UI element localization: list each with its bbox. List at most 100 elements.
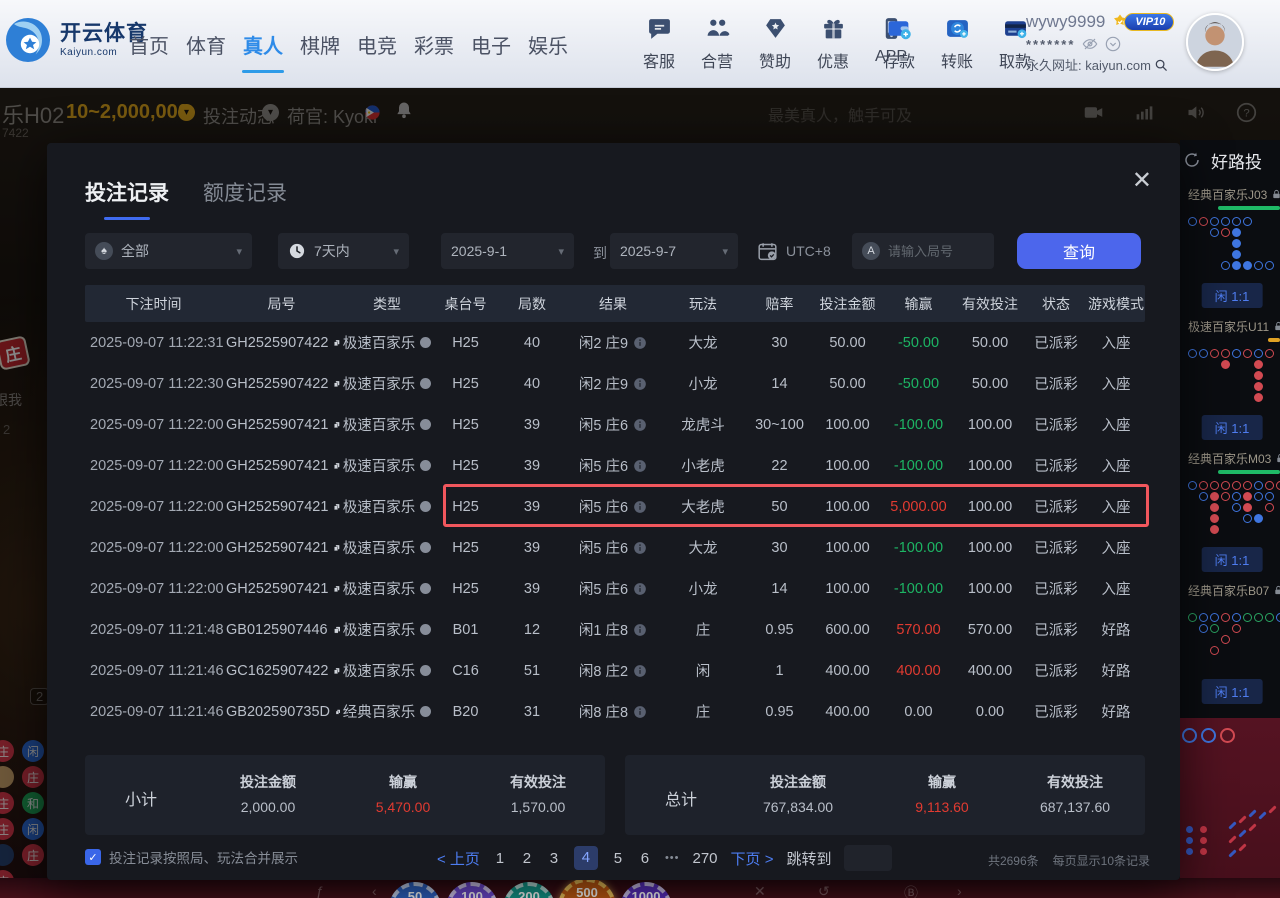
search-icon[interactable] <box>1154 58 1168 72</box>
avatar[interactable] <box>1186 13 1244 71</box>
user-block[interactable]: wywy9999 VIP10 ******* 永久网址: kaiyun.com <box>1026 12 1182 74</box>
baccarat-road-card[interactable]: 极速百家乐U11 闲 1:1 <box>1188 318 1280 440</box>
copy-icon[interactable] <box>333 336 341 350</box>
card-title: 经典百家乐B07 <box>1188 582 1280 599</box>
limits-chevron-icon[interactable]: ▾ <box>178 104 195 121</box>
merge-toggle[interactable]: ✓ 投注记录按照局、玩法合并展示 <box>85 847 298 867</box>
nav-item-5[interactable]: 彩票 <box>414 35 454 58</box>
signal-icon[interactable] <box>1134 102 1155 123</box>
copy-icon[interactable] <box>333 500 341 514</box>
copy-icon[interactable] <box>333 623 341 637</box>
date-to-select[interactable]: 2025-9-7 ▾ <box>610 233 738 269</box>
speaker-icon[interactable] <box>1185 102 1206 123</box>
help-icon[interactable]: ? <box>1236 102 1257 123</box>
video-icon[interactable] <box>1083 102 1104 123</box>
to-label: 到 <box>593 245 607 261</box>
nav-item-3[interactable]: 棋牌 <box>300 35 340 58</box>
nav-item-6[interactable]: 电子 <box>471 35 511 58</box>
road-dash <box>1238 815 1247 824</box>
chip-50[interactable]: 50 <box>389 882 441 898</box>
undo-bet-icon[interactable]: ↺ <box>818 883 830 898</box>
navbar-action-diamond[interactable]: 赞助 <box>752 16 798 72</box>
copy-icon[interactable] <box>333 541 341 555</box>
chip-scroll-right-icon[interactable]: › <box>957 883 962 898</box>
nav-item-2[interactable]: 真人 <box>241 30 285 73</box>
bet-suggestion-button[interactable]: 闲 1:1 <box>1201 283 1263 308</box>
bet-suggestion-button[interactable]: 闲 1:1 <box>1201 415 1263 440</box>
navbar-action-wallet[interactable]: 存款 <box>876 16 922 72</box>
nav-item-4[interactable]: 电竞 <box>357 35 397 58</box>
info-icon[interactable] <box>633 541 647 555</box>
info-icon[interactable] <box>633 623 647 637</box>
navbar-action-chat[interactable]: 客服 <box>636 16 682 72</box>
bead-marker <box>0 766 14 788</box>
close-icon[interactable]: ✕ <box>1131 167 1152 194</box>
balance-icon[interactable]: Ⓑ <box>904 885 918 898</box>
baccarat-road-card[interactable]: 经典百家乐M03 闲 1:1 <box>1188 450 1280 572</box>
replay-icon[interactable] <box>1183 151 1201 169</box>
chevron-circle-icon[interactable] <box>1105 36 1121 52</box>
info-icon[interactable] <box>633 500 647 514</box>
jump-input[interactable] <box>844 845 893 871</box>
nav-item-0[interactable]: 首页 <box>129 35 169 58</box>
trend-chevron-icon[interactable]: ▾ <box>262 104 279 121</box>
navbar-action-gift[interactable]: 优惠 <box>810 16 856 72</box>
info-icon[interactable] <box>633 582 647 596</box>
nav-item-1[interactable]: 体育 <box>186 35 226 58</box>
bet-suggestion-button[interactable]: 闲 1:1 <box>1201 679 1263 704</box>
chip-fly-icon[interactable]: ƒ <box>316 883 324 898</box>
bet-suggestion-button[interactable]: 闲 1:1 <box>1201 547 1263 572</box>
round-search-input[interactable] <box>888 243 984 259</box>
chip-100[interactable]: 100 <box>446 882 498 898</box>
road-dash <box>1238 843 1247 852</box>
info-icon[interactable] <box>633 377 647 391</box>
navbar-action-card[interactable]: 取款 <box>992 16 1038 72</box>
bell-icon[interactable] <box>394 100 414 120</box>
eye-off-icon[interactable] <box>1082 36 1098 52</box>
copy-icon[interactable] <box>333 418 341 432</box>
clear-bets-icon[interactable]: ✕ <box>754 883 766 898</box>
date-from-select[interactable]: 2025-9-1 ▾ <box>441 233 574 269</box>
baccarat-road-card[interactable]: 经典百家乐B07 闲 1:1 <box>1188 582 1280 704</box>
pagination-page-270[interactable]: 270 <box>692 849 718 867</box>
chip-200[interactable]: 200 <box>503 882 555 898</box>
merge-checkbox[interactable]: ✓ <box>85 849 101 865</box>
pagination-page-5[interactable]: 5 <box>613 849 623 867</box>
copy-icon[interactable] <box>333 377 341 391</box>
records-count-info: 共2696条 每页显示10条记录 <box>988 852 1150 869</box>
tab-quota-records[interactable]: 额度记录 <box>203 182 287 205</box>
navbar-action-transfer[interactable]: 转账 <box>934 16 980 72</box>
road-map <box>1188 481 1280 535</box>
bead-marker <box>0 844 14 866</box>
kaiyun-logo[interactable]: 开云体育 Kaiyun.com <box>4 16 148 64</box>
info-icon[interactable] <box>633 705 647 719</box>
pagination-prev[interactable]: < 上页 <box>437 850 480 868</box>
pagination-page-1[interactable]: 1 <box>495 849 505 867</box>
chip-scroll-left-icon[interactable]: ‹ <box>372 883 377 898</box>
lock-icon <box>1271 189 1280 200</box>
copy-icon[interactable] <box>333 664 341 678</box>
bet-limits[interactable]: 10~2,000,000 <box>66 101 189 123</box>
pagination-page-2[interactable]: 2 <box>522 849 532 867</box>
tab-bet-records[interactable]: 投注记录 <box>85 177 169 207</box>
info-icon[interactable] <box>633 418 647 432</box>
pagination-next[interactable]: 下页 > <box>730 850 774 868</box>
pagination-page-6[interactable]: 6 <box>640 849 650 867</box>
chip-1000[interactable]: 1000 <box>620 882 672 898</box>
pagination-page-3[interactable]: 3 <box>549 849 559 867</box>
category-select[interactable]: ♠ 全部 ▾ <box>85 233 252 269</box>
info-icon[interactable] <box>633 664 647 678</box>
period-select[interactable]: 7天内 ▾ <box>278 233 409 269</box>
baccarat-road-card[interactable]: 经典百家乐J03 闲 1:1 <box>1188 186 1280 308</box>
bet-trend-label[interactable]: 投注动态 <box>203 107 275 127</box>
navbar-action-people[interactable]: 合营 <box>694 16 740 72</box>
query-button[interactable]: 查询 <box>1017 233 1141 269</box>
pagination-page-4[interactable]: 4 <box>573 846 598 870</box>
info-icon[interactable] <box>633 459 647 473</box>
copy-icon[interactable] <box>333 582 341 596</box>
nav-item-7[interactable]: 娱乐 <box>528 35 568 58</box>
chip-500[interactable]: 500 <box>558 878 616 898</box>
info-icon[interactable] <box>633 336 647 350</box>
copy-icon[interactable] <box>335 705 341 719</box>
copy-icon[interactable] <box>333 459 341 473</box>
